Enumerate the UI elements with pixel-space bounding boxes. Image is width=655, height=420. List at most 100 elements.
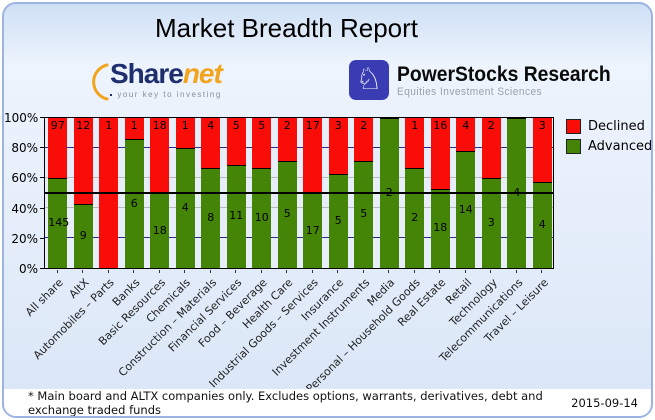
declined-count-label: 2 (360, 119, 368, 132)
x-axis-tick (490, 270, 492, 273)
advanced-segment (328, 174, 348, 268)
gridline-gray (45, 207, 553, 208)
advanced-count-label: 8 (207, 211, 215, 225)
declined-count-label: 16 (433, 119, 448, 132)
declined-segment (226, 118, 246, 165)
legend-label-advanced: Advanced (588, 139, 653, 154)
declined-segment (405, 118, 425, 168)
x-axis-tick (286, 270, 288, 273)
advanced-count-label: 4 (181, 201, 189, 214)
legend-item-advanced: Advanced (566, 139, 653, 154)
x-axis-tick (388, 270, 390, 273)
chart-legend: Declined Advanced (566, 119, 653, 159)
sharenet-wordmark: Sharenet your key to investing (110, 58, 223, 99)
legend-item-declined: Declined (566, 119, 651, 134)
declined-segment (354, 118, 374, 161)
advanced-count-label: 14 (458, 202, 473, 216)
x-axis-tick (235, 270, 237, 273)
advanced-count-label: 4 (538, 218, 546, 232)
advanced-segment (48, 178, 68, 268)
plot-area: 9714512911618181448511510251717352521216… (44, 117, 554, 269)
x-axis-tick (413, 270, 415, 273)
advanced-swatch-icon (566, 139, 581, 154)
x-axis-tick (260, 270, 262, 273)
sharenet-underline (110, 93, 113, 96)
x-axis-tick (362, 270, 364, 273)
advanced-count-label: 5 (334, 214, 342, 228)
advanced-segment (532, 182, 552, 268)
bar-basic-resources: 18 18 (150, 118, 170, 268)
y-axis-tick (40, 117, 44, 118)
x-axis-tick (464, 270, 466, 273)
declined-segment (175, 118, 195, 148)
declined-count-label: 97 (50, 119, 65, 132)
bar-real-estate: 16 18 (430, 118, 450, 268)
declined-segment (303, 118, 323, 193)
market-breadth-chart: 100% 80% 60% 40% 20% 0% 97 145 12 9 1 1 6 18 18 1… (4, 4, 651, 416)
declined-segment (456, 118, 476, 152)
x-axis-tick (107, 270, 109, 273)
powerstocks-name: PowerStocks Research (397, 62, 611, 86)
x-axis-tick (184, 270, 186, 273)
declined-count-label: 3 (334, 119, 342, 132)
advanced-segment (226, 164, 246, 268)
advanced-segment (456, 151, 476, 268)
sharenet-word-net: net (182, 58, 223, 89)
x-axis-tick (82, 270, 84, 273)
bar-industrial-goods-services: 17 17 (303, 118, 323, 268)
declined-count-label: 2 (487, 119, 495, 132)
advanced-segment (175, 148, 195, 268)
powerstocks-logo: ♘ PowerStocks Research Equities Investme… (349, 60, 629, 100)
x-axis-tick (158, 270, 160, 273)
y-axis-tick (40, 208, 44, 209)
x-axis-tick (133, 270, 135, 273)
declined-count-label: 1 (411, 119, 419, 132)
x-axis-tick (56, 270, 58, 273)
x-axis-tick (515, 270, 517, 273)
y-axis-tick (40, 177, 44, 178)
y-tick-label: 40% (11, 202, 38, 216)
advanced-count-label: 3 (487, 216, 495, 229)
advanced-count-label: 17 (305, 223, 320, 237)
y-axis-tick (40, 268, 44, 269)
declined-segment (532, 118, 552, 183)
declined-count-label: 17 (305, 119, 320, 132)
declined-segment (277, 118, 297, 161)
report-date: 2015-09-14 (571, 395, 638, 410)
fifty-percent-line (45, 192, 553, 194)
declined-swatch-icon (566, 119, 581, 134)
advanced-segment (277, 160, 297, 268)
legend-label-declined: Declined (588, 119, 645, 134)
declined-count-label: 1 (105, 119, 113, 132)
sharenet-logo: Sharenet your key to investing (90, 58, 223, 102)
page-title: Market Breadth Report (154, 13, 418, 43)
advanced-count-label: 5 (283, 207, 291, 221)
y-tick-label: 0% (18, 262, 38, 276)
x-axis-tick (541, 270, 543, 273)
advanced-segment (73, 203, 93, 268)
declined-count-label: 12 (76, 119, 91, 132)
y-tick-label: 100% (4, 111, 39, 125)
declined-segment (328, 118, 348, 175)
advanced-segment (124, 139, 144, 268)
x-axis-tick (311, 270, 313, 273)
y-axis-tick (40, 238, 44, 239)
declined-segment (48, 118, 68, 179)
declined-segment (150, 118, 170, 193)
advanced-count-label: 9 (79, 228, 87, 242)
advanced-count-label: 11 (229, 209, 244, 223)
powerstocks-tagline: Equities Investment Sciences (397, 85, 543, 98)
declined-count-label: 5 (258, 119, 266, 132)
advanced-count-label: 2 (411, 211, 419, 225)
advanced-count-label: 145 (48, 216, 70, 230)
advanced-count-label: 6 (130, 196, 138, 210)
advanced-count-label: 18 (152, 223, 167, 237)
footnote: * Main board and ALTX companies only. Ex… (28, 388, 543, 417)
declined-segment (73, 118, 93, 204)
